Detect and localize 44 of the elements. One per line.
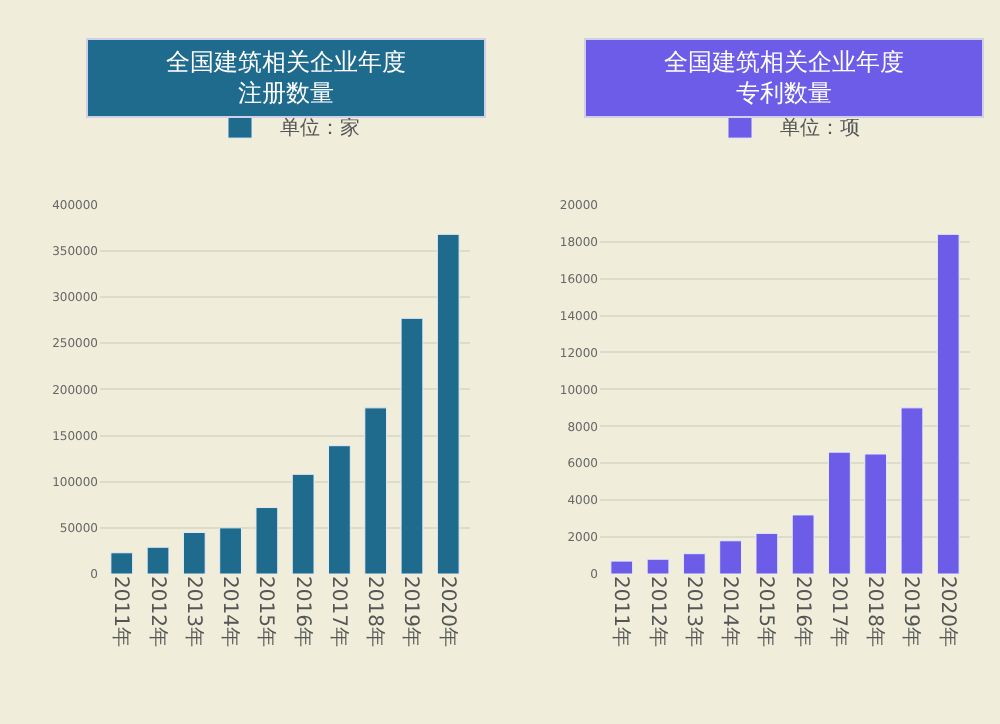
x-tick-label: 2015年 (254, 576, 279, 647)
bar (110, 552, 134, 574)
x-tick-label: 2017年 (826, 576, 851, 647)
x-tick-label: 2020年 (435, 576, 460, 647)
bar (900, 407, 924, 574)
x-tick-label: 2014年 (718, 576, 743, 647)
x-tick-label: 2019年 (399, 576, 424, 647)
bar (791, 514, 815, 574)
x-tick-label: 2014年 (218, 576, 243, 647)
bar (436, 233, 460, 574)
x-tick-label: 2020年 (935, 576, 960, 647)
x-tick-label: 2013年 (681, 576, 706, 647)
bar (328, 445, 351, 574)
bar (646, 558, 670, 574)
bar (291, 473, 315, 574)
bar (364, 407, 388, 574)
bar (828, 451, 851, 574)
x-tick-label: 2018年 (363, 576, 388, 647)
x-tick-label: 2017年 (326, 576, 351, 647)
bar (610, 560, 634, 574)
chart-title: 全国建筑相关企业年度注册数量 (166, 48, 406, 108)
chart-title: 全国建筑相关企业年度专利数量 (664, 48, 904, 108)
bar (146, 546, 170, 574)
x-tick-label: 2012年 (645, 576, 670, 647)
bar (755, 532, 779, 574)
x-tick-label: 2011年 (609, 576, 634, 647)
x-tick-label: 2013年 (181, 576, 206, 647)
legend-label: 单位：项 (780, 115, 860, 140)
bar (255, 507, 279, 574)
legend-label: 单位：家 (280, 115, 360, 140)
bar (219, 527, 242, 574)
bar (400, 317, 424, 574)
bar (864, 453, 888, 574)
x-tick-label: 2019年 (899, 576, 924, 647)
x-tick-label: 2012年 (145, 576, 170, 647)
x-tick-label: 2016年 (790, 576, 815, 647)
bar (182, 531, 206, 574)
bar (936, 233, 960, 574)
x-tick-label: 2015年 (754, 576, 779, 647)
x-tick-label: 2016年 (290, 576, 315, 647)
bar (682, 553, 706, 574)
x-tick-label: 2018年 (863, 576, 888, 647)
bar (719, 540, 742, 574)
x-tick-label: 2011年 (109, 576, 134, 647)
